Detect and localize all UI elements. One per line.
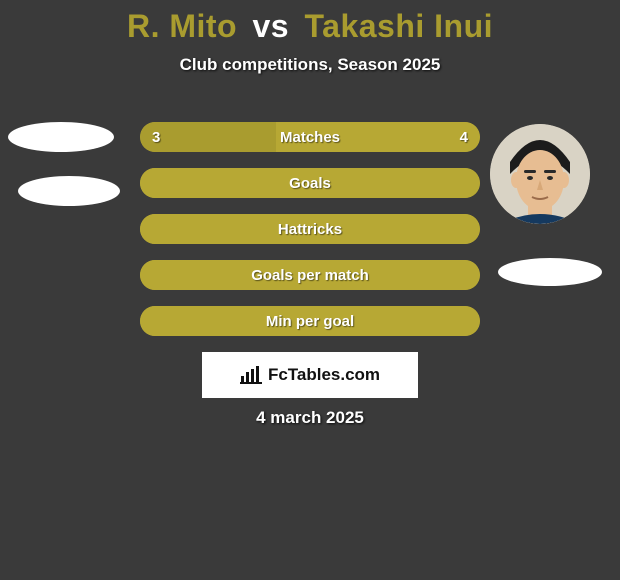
stat-bar-goals: Goals — [140, 168, 480, 198]
subtitle: Club competitions, Season 2025 — [0, 55, 620, 75]
logo-text: FcTables.com — [268, 365, 380, 385]
date-text: 4 march 2025 — [0, 408, 620, 428]
branding-logo: FcTables.com — [202, 352, 418, 398]
bar-chart-icon — [240, 366, 262, 384]
stat-bar-matches: Matches3 4 — [140, 122, 480, 152]
stat-bar-value-right: 4 — [460, 122, 468, 152]
stat-bar-label: Goals per match — [140, 260, 480, 290]
stat-bar-goals-per-match: Goals per match — [140, 260, 480, 290]
page-title: R. Mito vs Takashi Inui — [0, 0, 620, 45]
stat-bar-min-per-goal: Min per goal — [140, 306, 480, 336]
player1-placeholder-0 — [8, 122, 114, 152]
player1-placeholder-1 — [18, 176, 120, 206]
vs-text: vs — [252, 8, 289, 44]
player1-name: R. Mito — [127, 8, 237, 44]
stat-bar-label: Hattricks — [140, 214, 480, 244]
face-icon — [490, 124, 590, 224]
stat-bar-hattricks: Hattricks — [140, 214, 480, 244]
stat-bar-value-left: 3 — [152, 122, 160, 152]
player2-placeholder-0 — [498, 258, 602, 286]
stat-bar-label: Matches — [140, 122, 480, 152]
stat-bar-label: Goals — [140, 168, 480, 198]
infographic-root: R. Mito vs Takashi Inui Club competition… — [0, 0, 620, 580]
stat-bars: Matches3 4 Goals Hattricks Goals per match Mi… — [140, 122, 480, 352]
stat-bar-label: Min per goal — [140, 306, 480, 336]
player2-name: Takashi Inui — [304, 8, 493, 44]
player2-avatar — [490, 124, 590, 224]
